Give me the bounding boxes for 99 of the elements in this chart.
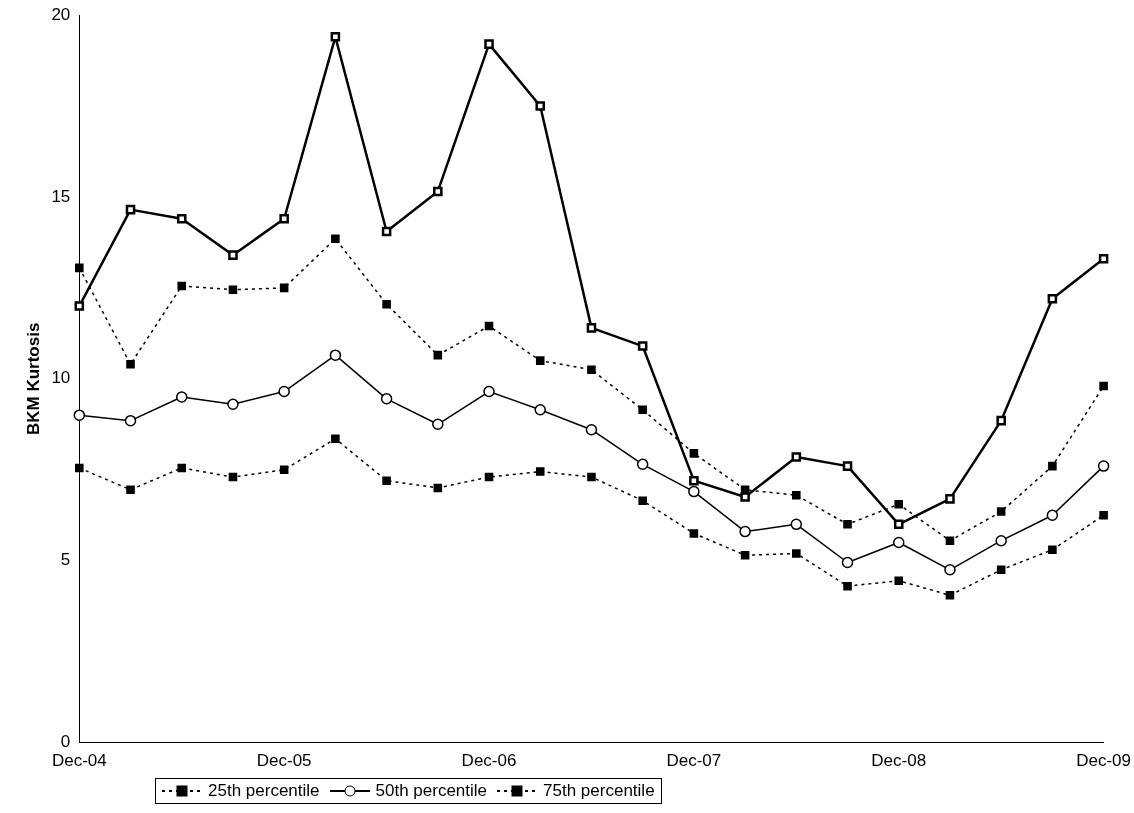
point <box>996 507 1006 516</box>
point <box>945 494 955 504</box>
point <box>432 418 444 431</box>
point <box>1047 293 1058 304</box>
point <box>587 365 596 374</box>
x-tick-label: Dec-04 <box>51 751 107 771</box>
point <box>228 285 238 294</box>
point <box>279 283 289 293</box>
point <box>740 485 750 495</box>
point <box>535 467 545 476</box>
point <box>126 485 135 495</box>
point <box>176 213 187 224</box>
point <box>893 519 904 530</box>
point <box>1099 510 1108 520</box>
x-tick-label: Dec-05 <box>256 751 312 771</box>
point <box>227 398 239 411</box>
point <box>1048 545 1057 555</box>
y-axis-title: BKM Kurtosis <box>23 322 43 435</box>
point <box>791 452 802 462</box>
point <box>228 472 238 482</box>
point <box>331 234 340 244</box>
point <box>380 393 393 405</box>
point <box>75 463 84 473</box>
point <box>894 576 904 585</box>
point <box>792 549 801 558</box>
point <box>995 534 1007 547</box>
point <box>739 525 751 538</box>
y-tick-label: 0 <box>60 732 71 752</box>
point <box>125 204 136 215</box>
point <box>382 299 391 309</box>
point <box>177 463 187 473</box>
point <box>586 323 597 333</box>
x-tick-label: Dec-08 <box>871 751 927 771</box>
point <box>433 186 443 197</box>
point <box>484 39 494 49</box>
point <box>585 423 598 436</box>
point <box>638 405 647 415</box>
legend-label: 25th percentile <box>208 781 320 801</box>
point <box>73 409 86 421</box>
point <box>330 32 341 42</box>
point <box>790 518 803 531</box>
point <box>688 485 700 498</box>
point <box>382 476 391 485</box>
point <box>175 391 188 403</box>
y-tick-label: 20 <box>51 4 71 24</box>
point <box>484 321 494 331</box>
point <box>331 434 340 444</box>
point <box>126 359 135 369</box>
point <box>74 301 85 311</box>
point <box>329 349 342 361</box>
point <box>381 226 392 237</box>
point <box>636 458 649 471</box>
point <box>945 590 955 600</box>
point <box>689 529 699 538</box>
point <box>587 472 596 482</box>
point <box>996 565 1006 575</box>
point <box>843 581 852 591</box>
legend-label: 50th percentile <box>375 781 488 801</box>
point <box>1046 509 1059 521</box>
point <box>842 461 853 471</box>
point <box>484 472 494 482</box>
point <box>228 250 238 260</box>
point <box>124 414 137 427</box>
x-tick-label: Dec-06 <box>461 751 517 771</box>
point <box>638 496 647 505</box>
point <box>75 263 84 273</box>
point <box>177 281 187 291</box>
point <box>637 341 648 351</box>
point <box>841 556 854 569</box>
point <box>892 536 905 549</box>
y-tick-label: 5 <box>60 550 71 570</box>
point <box>534 403 546 416</box>
point <box>944 564 956 576</box>
point <box>1097 460 1110 472</box>
legend-label: 75th percentile <box>543 781 655 801</box>
point <box>689 475 699 486</box>
x-tick-label: Dec-09 <box>1076 751 1132 771</box>
point <box>740 550 750 560</box>
point <box>433 483 443 493</box>
point <box>945 536 955 545</box>
point <box>894 500 904 509</box>
point <box>535 356 545 365</box>
point <box>279 213 289 224</box>
point <box>792 490 801 500</box>
y-tick-label: 10 <box>51 368 71 388</box>
point <box>1099 381 1108 391</box>
point <box>433 350 443 360</box>
point <box>279 465 289 475</box>
point <box>689 449 699 458</box>
point <box>1098 253 1109 264</box>
x-tick-label: Dec-07 <box>666 751 722 771</box>
point <box>740 492 750 502</box>
point <box>483 385 495 398</box>
point <box>535 101 546 111</box>
point <box>278 385 290 398</box>
point <box>1048 461 1057 471</box>
point <box>996 415 1006 426</box>
point <box>843 520 852 529</box>
y-tick-label: 15 <box>51 186 71 206</box>
